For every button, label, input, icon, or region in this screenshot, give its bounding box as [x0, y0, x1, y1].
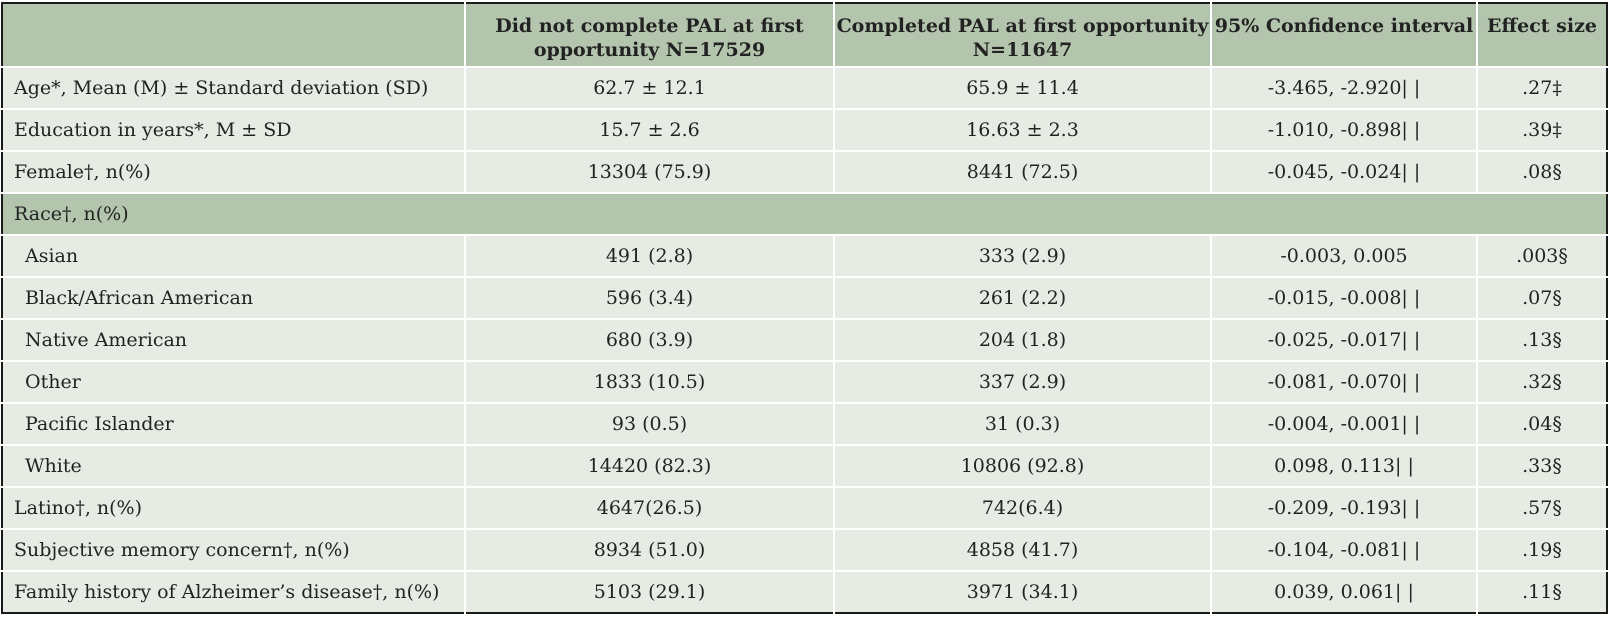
cell-effect: .33§ [1477, 445, 1607, 488]
header-completed: Completed PAL at first opportunity N=116… [834, 3, 1212, 68]
cell-ci: -0.081, -0.070| | [1211, 361, 1478, 404]
row-label: Asian [2, 235, 466, 278]
table-row: Black/African American 596 (3.4) 261 (2.… [2, 277, 1607, 320]
section-row-race: Race†, n(%) [2, 193, 1607, 236]
cell-completed: 261 (2.2) [834, 277, 1212, 320]
cell-ci: -0.004, -0.001| | [1211, 403, 1478, 446]
cell-completed: 10806 (92.8) [834, 445, 1212, 488]
table-row: Latino†, n(%) 4647(26.5) 742(6.4) -0.209… [2, 487, 1607, 530]
row-label: Subjective memory concern†, n(%) [2, 529, 466, 572]
row-label: Black/African American [2, 277, 466, 320]
cell-not-completed: 680 (3.9) [465, 319, 835, 362]
row-label: Age*, Mean (M) ± Standard deviation (SD) [2, 67, 466, 110]
cell-ci: -0.015, -0.008| | [1211, 277, 1478, 320]
cell-effect: .11§ [1477, 571, 1607, 613]
row-label: White [2, 445, 466, 488]
cell-not-completed: 8934 (51.0) [465, 529, 835, 572]
cell-effect: .39‡ [1477, 109, 1607, 152]
cell-effect: .08§ [1477, 151, 1607, 194]
cell-effect: .07§ [1477, 277, 1607, 320]
table-row: Native American 680 (3.9) 204 (1.8) -0.0… [2, 319, 1607, 362]
cell-completed: 4858 (41.7) [834, 529, 1212, 572]
cell-completed: 65.9 ± 11.4 [834, 67, 1212, 110]
cell-completed: 16.63 ± 2.3 [834, 109, 1212, 152]
header-effect-size: Effect size [1477, 3, 1607, 68]
table-row: Education in years*, M ± SD 15.7 ± 2.6 1… [2, 109, 1607, 152]
table-row: Asian 491 (2.8) 333 (2.9) -0.003, 0.005 … [2, 235, 1607, 278]
header-characteristic [2, 3, 466, 68]
table-row: Female†, n(%) 13304 (75.9) 8441 (72.5) -… [2, 151, 1607, 194]
cell-effect: .19§ [1477, 529, 1607, 572]
cell-ci: -0.104, -0.081| | [1211, 529, 1478, 572]
cell-not-completed: 1833 (10.5) [465, 361, 835, 404]
cell-completed: 31 (0.3) [834, 403, 1212, 446]
cell-not-completed: 14420 (82.3) [465, 445, 835, 488]
cell-completed: 8441 (72.5) [834, 151, 1212, 194]
row-label: Female†, n(%) [2, 151, 466, 194]
cell-ci: -0.025, -0.017| | [1211, 319, 1478, 362]
row-label: Native American [2, 319, 466, 362]
row-label: Latino†, n(%) [2, 487, 466, 530]
cell-effect: .003§ [1477, 235, 1607, 278]
header-confidence-interval: 95% Confidence interval [1211, 3, 1478, 68]
table-row: White 14420 (82.3) 10806 (92.8) 0.098, 0… [2, 445, 1607, 488]
table-row: Subjective memory concern†, n(%) 8934 (5… [2, 529, 1607, 572]
header-row: Did not complete PAL at first opportunit… [2, 3, 1607, 68]
cell-ci: 0.098, 0.113| | [1211, 445, 1478, 488]
cell-not-completed: 93 (0.5) [465, 403, 835, 446]
cell-ci: -0.209, -0.193| | [1211, 487, 1478, 530]
cell-completed: 337 (2.9) [834, 361, 1212, 404]
cell-effect: .57§ [1477, 487, 1607, 530]
cell-effect: .13§ [1477, 319, 1607, 362]
row-label: Pacific Islander [2, 403, 466, 446]
cell-completed: 742(6.4) [834, 487, 1212, 530]
cell-ci: -1.010, -0.898| | [1211, 109, 1478, 152]
cell-completed: 3971 (34.1) [834, 571, 1212, 613]
cell-not-completed: 5103 (29.1) [465, 571, 835, 613]
cell-not-completed: 4647(26.5) [465, 487, 835, 530]
cell-effect: .27‡ [1477, 67, 1607, 110]
cell-ci: -0.045, -0.024| | [1211, 151, 1478, 194]
table-row: Age*, Mean (M) ± Standard deviation (SD)… [2, 67, 1607, 110]
section-label: Race†, n(%) [2, 193, 1607, 236]
cell-not-completed: 491 (2.8) [465, 235, 835, 278]
table-row: Other 1833 (10.5) 337 (2.9) -0.081, -0.0… [2, 361, 1607, 404]
cell-effect: .04§ [1477, 403, 1607, 446]
header-not-completed: Did not complete PAL at first opportunit… [465, 3, 835, 68]
cell-not-completed: 62.7 ± 12.1 [465, 67, 835, 110]
row-label: Education in years*, M ± SD [2, 109, 466, 152]
cell-ci: -3.465, -2.920| | [1211, 67, 1478, 110]
cell-effect: .32§ [1477, 361, 1607, 404]
cell-not-completed: 596 (3.4) [465, 277, 835, 320]
cell-ci: 0.039, 0.061| | [1211, 571, 1478, 613]
cell-not-completed: 15.7 ± 2.6 [465, 109, 835, 152]
row-label: Other [2, 361, 466, 404]
cell-ci: -0.003, 0.005 [1211, 235, 1478, 278]
table-row: Pacific Islander 93 (0.5) 31 (0.3) -0.00… [2, 403, 1607, 446]
cell-not-completed: 13304 (75.9) [465, 151, 835, 194]
cell-completed: 204 (1.8) [834, 319, 1212, 362]
table-row: Family history of Alzheimer’s disease†, … [2, 571, 1607, 613]
row-label: Family history of Alzheimer’s disease†, … [2, 571, 466, 613]
cell-completed: 333 (2.9) [834, 235, 1212, 278]
